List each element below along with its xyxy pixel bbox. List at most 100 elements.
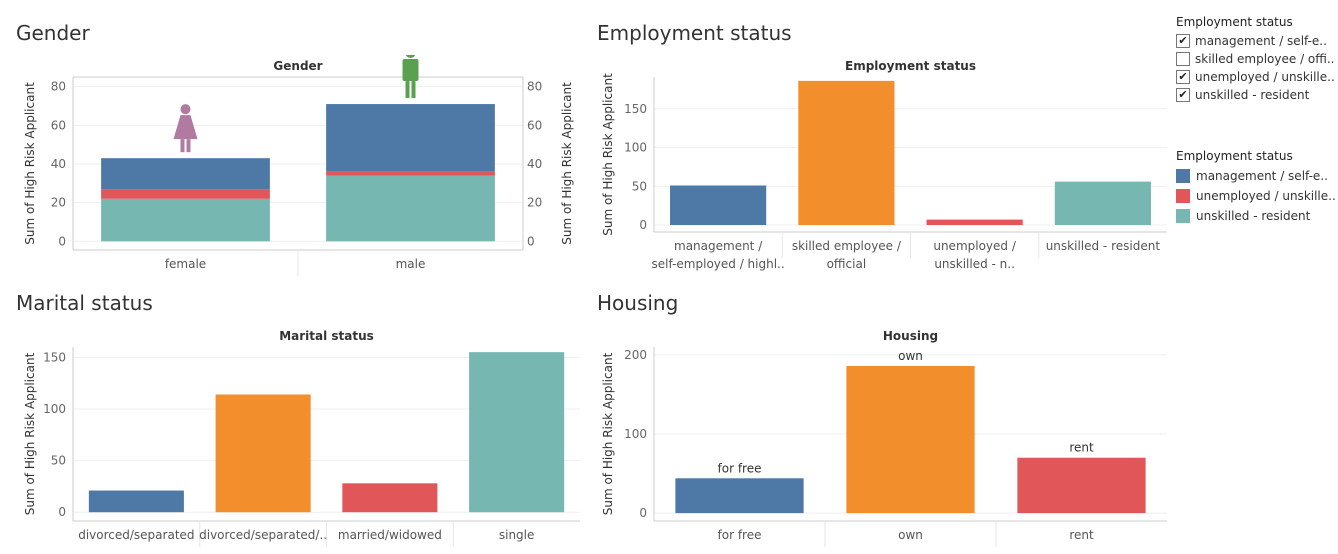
y-axis-title: Sum of High Risk Applicant xyxy=(601,73,615,236)
legend-item-label: unemployed / unskille.. xyxy=(1196,189,1336,203)
bar xyxy=(926,219,1023,226)
data-label: own xyxy=(898,349,923,363)
legend-item-label: unskilled - resident xyxy=(1196,209,1311,223)
bar-segment xyxy=(326,175,495,242)
bar xyxy=(675,478,804,514)
checkbox-icon[interactable]: ✔ xyxy=(1176,70,1190,84)
x-tick-label: single xyxy=(499,528,535,542)
bar xyxy=(342,483,438,513)
legend-item-unemployed[interactable]: unemployed / unskille.. xyxy=(1176,186,1336,206)
female-person-icon xyxy=(173,104,198,153)
filter-item-label: unskilled - resident xyxy=(1195,88,1310,102)
x-tick-label: official xyxy=(827,257,867,271)
bar-segment xyxy=(101,158,270,190)
bar xyxy=(1017,457,1146,514)
bar xyxy=(1054,181,1151,226)
employment-filter-legend: Employment status ✔ management / self-e.… xyxy=(1176,15,1335,104)
gender-dashboard-title: Gender xyxy=(16,21,90,45)
filter-item-unemployed[interactable]: ✔ unemployed / unskille.. xyxy=(1176,68,1335,86)
legend-swatch xyxy=(1176,189,1190,203)
x-tick-label: self-employed / highl.. xyxy=(652,257,785,271)
checkbox-icon[interactable] xyxy=(1176,52,1190,66)
filter-item-skilled[interactable]: skilled employee / offi.. xyxy=(1176,50,1335,68)
y-tick-label: 0 xyxy=(58,505,66,519)
x-tick-label: female xyxy=(165,257,206,271)
x-tick-label: divorced/separated/.. xyxy=(199,528,327,542)
y-tick-label: 20 xyxy=(51,196,66,210)
chart-title: Housing xyxy=(883,329,938,343)
bar-segment xyxy=(326,171,495,176)
employment-dashboard-title: Employment status xyxy=(597,21,792,45)
x-tick-label: married/widowed xyxy=(338,528,442,542)
legend-swatch xyxy=(1176,169,1190,183)
employment-chart: Employment status Sum of High Risk Applic… xyxy=(601,59,1167,271)
x-tick-label: unemployed / xyxy=(933,239,1016,253)
y-tick-label: 100 xyxy=(43,402,66,416)
legend-swatch xyxy=(1176,209,1190,223)
checkbox-icon[interactable]: ✔ xyxy=(1176,34,1190,48)
gender-chart: Gender Sum of High Risk Applicant 0 0 20 20 40… xyxy=(23,55,574,276)
data-label: rent xyxy=(1069,441,1094,455)
marital-dashboard-title: Marital status xyxy=(16,291,153,315)
housing-chart: Housing Sum of High Risk Applicant 0 100 200… xyxy=(601,329,1167,547)
male-person-icon xyxy=(402,55,419,99)
y-tick-label: 0 xyxy=(58,234,66,248)
x-tick-label: divorced/separated xyxy=(78,528,194,542)
chart-title: Gender xyxy=(273,59,322,73)
bar-segment xyxy=(101,198,270,242)
x-tick-label: management / xyxy=(674,239,763,253)
x-tick-label: unskilled - resident xyxy=(1046,239,1161,253)
chart-title: Employment status xyxy=(845,59,976,73)
x-tick-label: rent xyxy=(1069,528,1094,542)
color-legend-title: Employment status xyxy=(1176,149,1293,163)
filter-item-unskilled[interactable]: ✔ unskilled - resident xyxy=(1176,86,1335,104)
x-tick-label: unskilled - n.. xyxy=(934,257,1015,271)
bar xyxy=(846,365,975,514)
legend-item-label: management / self-e.. xyxy=(1196,169,1328,183)
y-tick-label: 100 xyxy=(624,427,647,441)
y-tick-label: 0 xyxy=(639,506,647,520)
y-axis-title: Sum of High Risk Applicant xyxy=(23,82,37,245)
y-tick-label: 50 xyxy=(632,179,647,193)
legend-item-management[interactable]: management / self-e.. xyxy=(1176,166,1336,186)
y-axis-title-right: Sum of High Risk Applicant xyxy=(560,82,574,245)
data-label: for free xyxy=(718,461,762,475)
y-tick-label: 100 xyxy=(624,141,647,155)
filter-legend-title: Employment status xyxy=(1176,15,1293,29)
bar-segment xyxy=(101,189,270,199)
y-tick-label: 40 xyxy=(51,157,66,171)
legend-item-unskilled[interactable]: unskilled - resident xyxy=(1176,206,1336,226)
x-tick-label: skilled employee / xyxy=(792,239,902,253)
y-tick-label-right: 0 xyxy=(527,234,535,248)
bar xyxy=(798,80,895,226)
marital-chart: Marital status Sum of High Risk Applicant… xyxy=(23,329,580,547)
y-tick-label: 80 xyxy=(51,80,66,94)
employment-color-legend: Employment status management / self-e.. … xyxy=(1176,149,1336,226)
bar xyxy=(469,352,565,513)
x-tick-label: for free xyxy=(718,528,762,542)
x-tick-label: male xyxy=(396,257,426,271)
x-tick-label: own xyxy=(898,528,923,542)
y-tick-label: 200 xyxy=(624,348,647,362)
y-axis-title: Sum of High Risk Applicant xyxy=(23,352,37,515)
bar xyxy=(215,394,311,513)
bar xyxy=(88,490,184,513)
filter-item-label: skilled employee / offi.. xyxy=(1195,52,1335,66)
chart-title: Marital status xyxy=(279,329,374,343)
y-tick-label-right: 40 xyxy=(527,157,542,171)
y-tick-label: 0 xyxy=(639,218,647,232)
y-tick-label: 50 xyxy=(51,454,66,468)
filter-item-label: management / self-e.. xyxy=(1195,34,1327,48)
y-tick-label-right: 20 xyxy=(527,196,542,210)
checkbox-icon[interactable]: ✔ xyxy=(1176,88,1190,102)
y-axis-title: Sum of High Risk Applicant xyxy=(601,352,615,515)
y-tick-label-right: 80 xyxy=(527,80,542,94)
bar-segment xyxy=(326,104,495,172)
y-tick-label: 150 xyxy=(624,102,647,116)
filter-item-label: unemployed / unskille.. xyxy=(1195,70,1335,84)
y-tick-label: 150 xyxy=(43,350,66,364)
housing-dashboard-title: Housing xyxy=(597,291,679,315)
filter-item-management[interactable]: ✔ management / self-e.. xyxy=(1176,32,1335,50)
y-tick-label: 60 xyxy=(51,118,66,132)
y-tick-label-right: 60 xyxy=(527,118,542,132)
